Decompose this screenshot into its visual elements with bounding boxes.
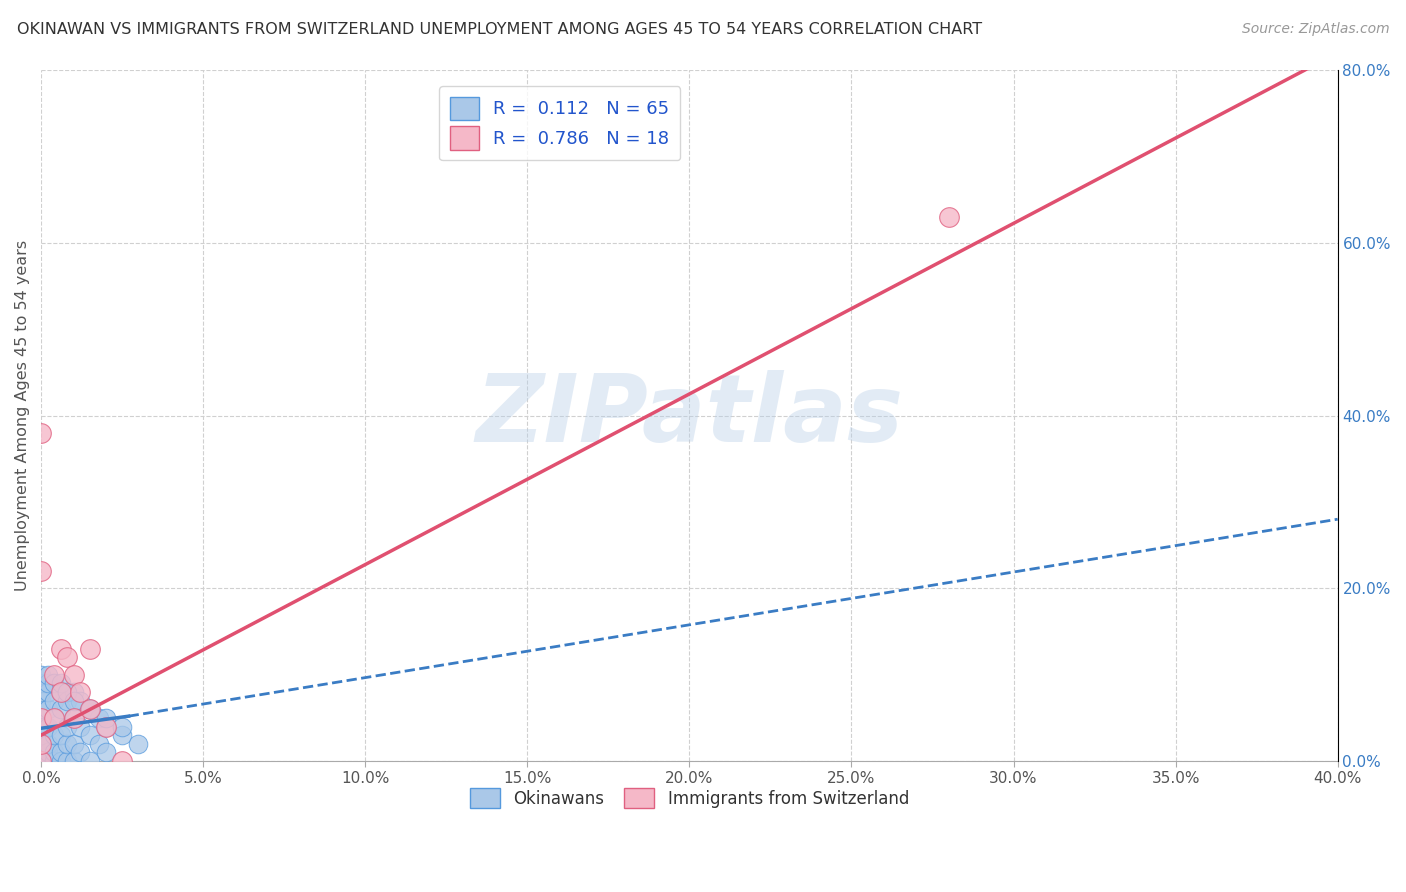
Point (62, 711, 84, 725)
Point (49, 685, 72, 699)
Point (62, 754, 84, 768)
Point (30, 754, 52, 768)
Point (56, 754, 79, 768)
Point (79, 728, 101, 742)
Point (49, 754, 72, 768)
Point (49, 702, 72, 716)
Point (30, 754, 52, 768)
Point (938, 210, 960, 224)
Point (30, 737, 52, 751)
Point (30, 748, 52, 763)
Point (69, 685, 91, 699)
Point (49, 728, 72, 742)
Point (56, 719, 79, 733)
Point (94, 719, 117, 733)
Point (56, 737, 79, 751)
Point (111, 754, 134, 768)
Point (79, 754, 101, 768)
Point (56, 650, 79, 665)
Point (49, 676, 72, 690)
Point (49, 746, 72, 760)
Point (127, 737, 149, 751)
Point (62, 667, 84, 681)
Point (37, 667, 59, 681)
Point (62, 737, 84, 751)
Point (30, 750, 52, 764)
Point (42, 711, 65, 725)
Point (30, 693, 52, 707)
Legend: Okinawans, Immigrants from Switzerland: Okinawans, Immigrants from Switzerland (463, 781, 915, 815)
Point (37, 754, 59, 768)
Point (79, 702, 101, 716)
Point (30, 719, 52, 733)
Point (42, 667, 65, 681)
Point (30, 752, 52, 766)
Point (49, 685, 72, 699)
Point (30, 737, 52, 751)
Point (37, 685, 59, 699)
Point (69, 746, 91, 760)
Point (69, 693, 91, 707)
Point (42, 676, 65, 690)
Text: OKINAWAN VS IMMIGRANTS FROM SWITZERLAND UNEMPLOYMENT AMONG AGES 45 TO 54 YEARS C: OKINAWAN VS IMMIGRANTS FROM SWITZERLAND … (17, 22, 981, 37)
Point (42, 746, 65, 760)
Point (30, 746, 52, 760)
Point (30, 711, 52, 725)
Point (111, 719, 134, 733)
Point (30, 754, 52, 768)
Point (37, 702, 59, 716)
Point (62, 693, 84, 707)
Point (79, 641, 101, 656)
Point (62, 685, 84, 699)
Text: Source: ZipAtlas.com: Source: ZipAtlas.com (1241, 22, 1389, 37)
Point (30, 425, 52, 440)
Point (37, 676, 59, 690)
Point (30, 702, 52, 716)
Point (79, 702, 101, 716)
Point (42, 754, 65, 768)
Point (30, 747, 52, 761)
Point (37, 737, 59, 751)
Point (37, 746, 59, 760)
Point (89, 737, 111, 751)
Point (30, 711, 52, 725)
Point (30, 732, 52, 747)
Y-axis label: Unemployment Among Ages 45 to 54 years: Unemployment Among Ages 45 to 54 years (15, 240, 30, 591)
Point (30, 676, 52, 690)
Point (79, 702, 101, 716)
Point (42, 711, 65, 725)
Point (111, 728, 134, 742)
Point (30, 667, 52, 681)
Point (69, 719, 91, 733)
Point (56, 685, 79, 699)
Point (62, 711, 84, 725)
Point (30, 685, 52, 699)
Point (94, 719, 117, 733)
Point (49, 641, 72, 656)
Point (30, 754, 52, 768)
Point (30, 728, 52, 742)
Point (89, 711, 111, 725)
Point (30, 754, 52, 768)
Point (94, 746, 117, 760)
Point (30, 741, 52, 756)
Point (42, 728, 65, 742)
Text: ZIPatlas: ZIPatlas (475, 369, 904, 461)
Point (56, 693, 79, 707)
Point (94, 711, 117, 725)
Point (30, 564, 52, 578)
Point (42, 693, 65, 707)
Point (37, 719, 59, 733)
